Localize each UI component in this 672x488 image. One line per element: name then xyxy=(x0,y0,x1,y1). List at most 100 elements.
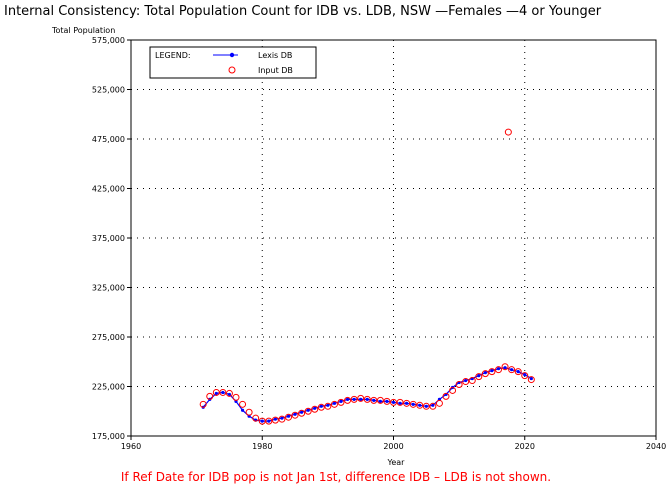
input-point xyxy=(258,417,266,425)
lexis-point xyxy=(411,402,415,406)
lexis-point xyxy=(240,408,245,412)
legend-title: LEGEND: xyxy=(155,51,191,60)
lexis-point xyxy=(313,406,317,410)
lexis-point xyxy=(332,401,337,405)
x-tick-label: 2000 xyxy=(383,442,403,451)
lexis-point xyxy=(398,401,402,405)
input-point xyxy=(330,400,338,408)
lexis-point xyxy=(300,410,304,414)
lexis-point xyxy=(352,397,356,401)
input-point xyxy=(199,400,207,408)
lexis-point xyxy=(319,404,323,408)
legend-label-input: Input DB xyxy=(258,66,293,75)
lexis-point xyxy=(431,403,435,407)
input-point xyxy=(495,366,502,374)
y-tick-label: 475,000 xyxy=(92,135,125,144)
input-point xyxy=(363,395,371,403)
y-tick-label: 425,000 xyxy=(92,185,125,194)
series-input-db xyxy=(199,128,535,425)
series-layer xyxy=(199,128,535,425)
input-point xyxy=(488,368,496,376)
lexis-point xyxy=(372,398,376,402)
input-point xyxy=(239,400,247,408)
input-point xyxy=(504,128,512,136)
input-point xyxy=(501,363,509,371)
input-point xyxy=(442,392,450,400)
input-point xyxy=(252,414,260,422)
chart-title: Internal Consistency: Total Population C… xyxy=(4,4,602,19)
input-point xyxy=(416,401,424,409)
input-point xyxy=(449,386,457,394)
lexis-point xyxy=(418,403,422,407)
input-point xyxy=(357,394,365,402)
input-point xyxy=(212,388,220,396)
input-point xyxy=(232,393,240,401)
x-axis: 1960 1980 2000 2020 2040 xyxy=(121,436,666,451)
input-point xyxy=(514,368,522,376)
lexis-point xyxy=(378,399,382,403)
lexis-point xyxy=(345,397,350,401)
lexis-point xyxy=(286,414,291,418)
legend: LEGEND: Lexis DB Input DB xyxy=(149,46,317,79)
y-tick-label: 375,000 xyxy=(92,234,125,243)
input-point xyxy=(271,416,279,424)
y-tick-label: 575,000 xyxy=(92,36,125,45)
lexis-point xyxy=(483,371,487,375)
input-point xyxy=(344,396,352,404)
input-point xyxy=(291,411,299,419)
input-point xyxy=(396,398,404,406)
lexis-point xyxy=(529,376,533,381)
lexis-point xyxy=(424,404,428,408)
lexis-point xyxy=(464,378,468,383)
input-point xyxy=(383,397,391,405)
input-point xyxy=(317,403,325,411)
input-point xyxy=(481,370,489,378)
legend-circle-input xyxy=(228,66,236,74)
input-point xyxy=(245,408,253,416)
lexis-point xyxy=(477,374,481,378)
input-point xyxy=(324,402,332,410)
x-tick-label: 1960 xyxy=(121,442,141,451)
input-point xyxy=(337,398,345,406)
lexis-point xyxy=(405,401,409,405)
lexis-point xyxy=(503,366,507,370)
input-point xyxy=(265,417,273,425)
lexis-point xyxy=(365,397,369,401)
input-point xyxy=(429,402,437,410)
lexis-point xyxy=(214,391,218,396)
input-point xyxy=(376,396,384,404)
lexis-point xyxy=(306,408,310,412)
input-point xyxy=(409,400,417,408)
lexis-point xyxy=(273,417,277,421)
lexis-point xyxy=(523,373,527,377)
input-point xyxy=(422,402,430,410)
lexis-point xyxy=(280,416,284,420)
lexis-point xyxy=(359,397,363,401)
lexis-point xyxy=(490,369,494,373)
input-point xyxy=(298,409,306,417)
x-axis-label: Year xyxy=(387,458,406,467)
lexis-point xyxy=(267,419,271,423)
lexis-point xyxy=(221,390,225,395)
y-tick-label: 275,000 xyxy=(92,333,125,342)
input-point xyxy=(462,378,470,386)
lexis-point xyxy=(260,419,264,423)
x-tick-label: 1980 xyxy=(252,442,272,451)
lexis-point xyxy=(326,403,330,407)
input-point xyxy=(455,381,463,389)
input-point xyxy=(403,399,411,407)
input-point xyxy=(370,396,378,404)
input-point xyxy=(285,413,292,421)
input-point xyxy=(350,395,358,403)
y-tick-label: 525,000 xyxy=(92,86,125,95)
input-point xyxy=(468,377,476,385)
y-tick-label: 225,000 xyxy=(92,383,125,392)
input-point xyxy=(521,372,529,380)
legend-label-lexis: Lexis DB xyxy=(258,51,292,60)
x-tick-label: 2020 xyxy=(515,442,535,451)
legend-dot-lexis xyxy=(229,52,235,58)
input-point xyxy=(475,373,483,381)
lexis-point xyxy=(385,399,389,403)
input-point xyxy=(219,388,227,396)
